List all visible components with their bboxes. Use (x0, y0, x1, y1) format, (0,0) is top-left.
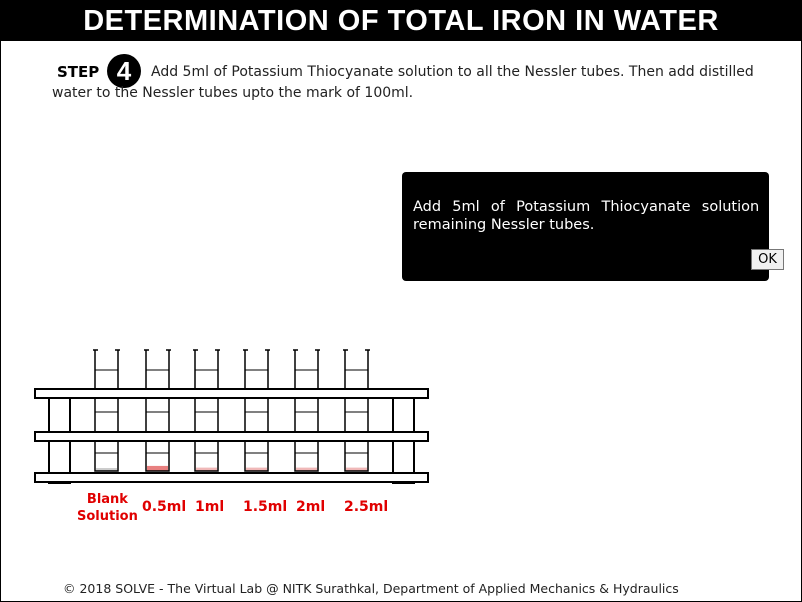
rack-top-shelf (34, 388, 429, 399)
tube-label-blank-line1: Blank (86, 492, 128, 507)
nessler-tube (243, 349, 270, 472)
tube-outline (94, 350, 119, 472)
tube-liquid (346, 467, 367, 471)
rack-bottom-shelf (34, 472, 429, 483)
instruction-line-2: water to the Nessler tubes upto the mark… (52, 85, 414, 101)
instruction-dialog: Add 5ml of Potassium Thiocyanate solutio… (402, 172, 785, 281)
tube-outline (344, 350, 369, 472)
page-title: DETERMINATION OF TOTAL IRON IN WATER (1, 1, 801, 41)
nessler-tube (144, 349, 171, 472)
tube-outline (145, 350, 170, 472)
ok-button[interactable]: OK (751, 249, 784, 270)
tube-label-blank: Blank Solution (77, 491, 138, 525)
rack-middle-shelf (34, 431, 429, 442)
nessler-tube (93, 349, 120, 472)
footer-copyright: © 2018 SOLVE - The Virtual Lab @ NITK Su… (63, 581, 679, 596)
tube-label-0-5ml: 0.5ml (142, 499, 187, 515)
instruction-line-1: Add 5ml of Potassium Thiocyanate solutio… (151, 64, 754, 80)
nessler-tube (343, 349, 370, 472)
tube-liquid (246, 467, 267, 471)
tube-liquid (96, 468, 117, 471)
tube-label-1-5ml: 1.5ml (243, 499, 288, 515)
tube-liquid (147, 465, 168, 471)
tube-label-blank-line2: Solution (77, 509, 138, 524)
tube-outline (294, 350, 319, 472)
tube-outline (244, 350, 269, 472)
tube-label-1ml: 1ml (195, 499, 225, 515)
tube-outline (194, 350, 219, 472)
tube-liquid (196, 467, 217, 471)
nessler-tube (293, 349, 320, 472)
nessler-tube (193, 349, 220, 472)
step-number-badge: 4 (107, 54, 141, 88)
tube-label-2-5ml: 2.5ml (344, 499, 389, 515)
nessler-tubes (34, 349, 429, 472)
step-label: STEP (57, 63, 100, 81)
tube-liquid (296, 467, 317, 471)
dialog-message: Add 5ml of Potassium Thiocyanate solutio… (413, 199, 785, 233)
tube-label-2ml: 2ml (296, 499, 326, 515)
